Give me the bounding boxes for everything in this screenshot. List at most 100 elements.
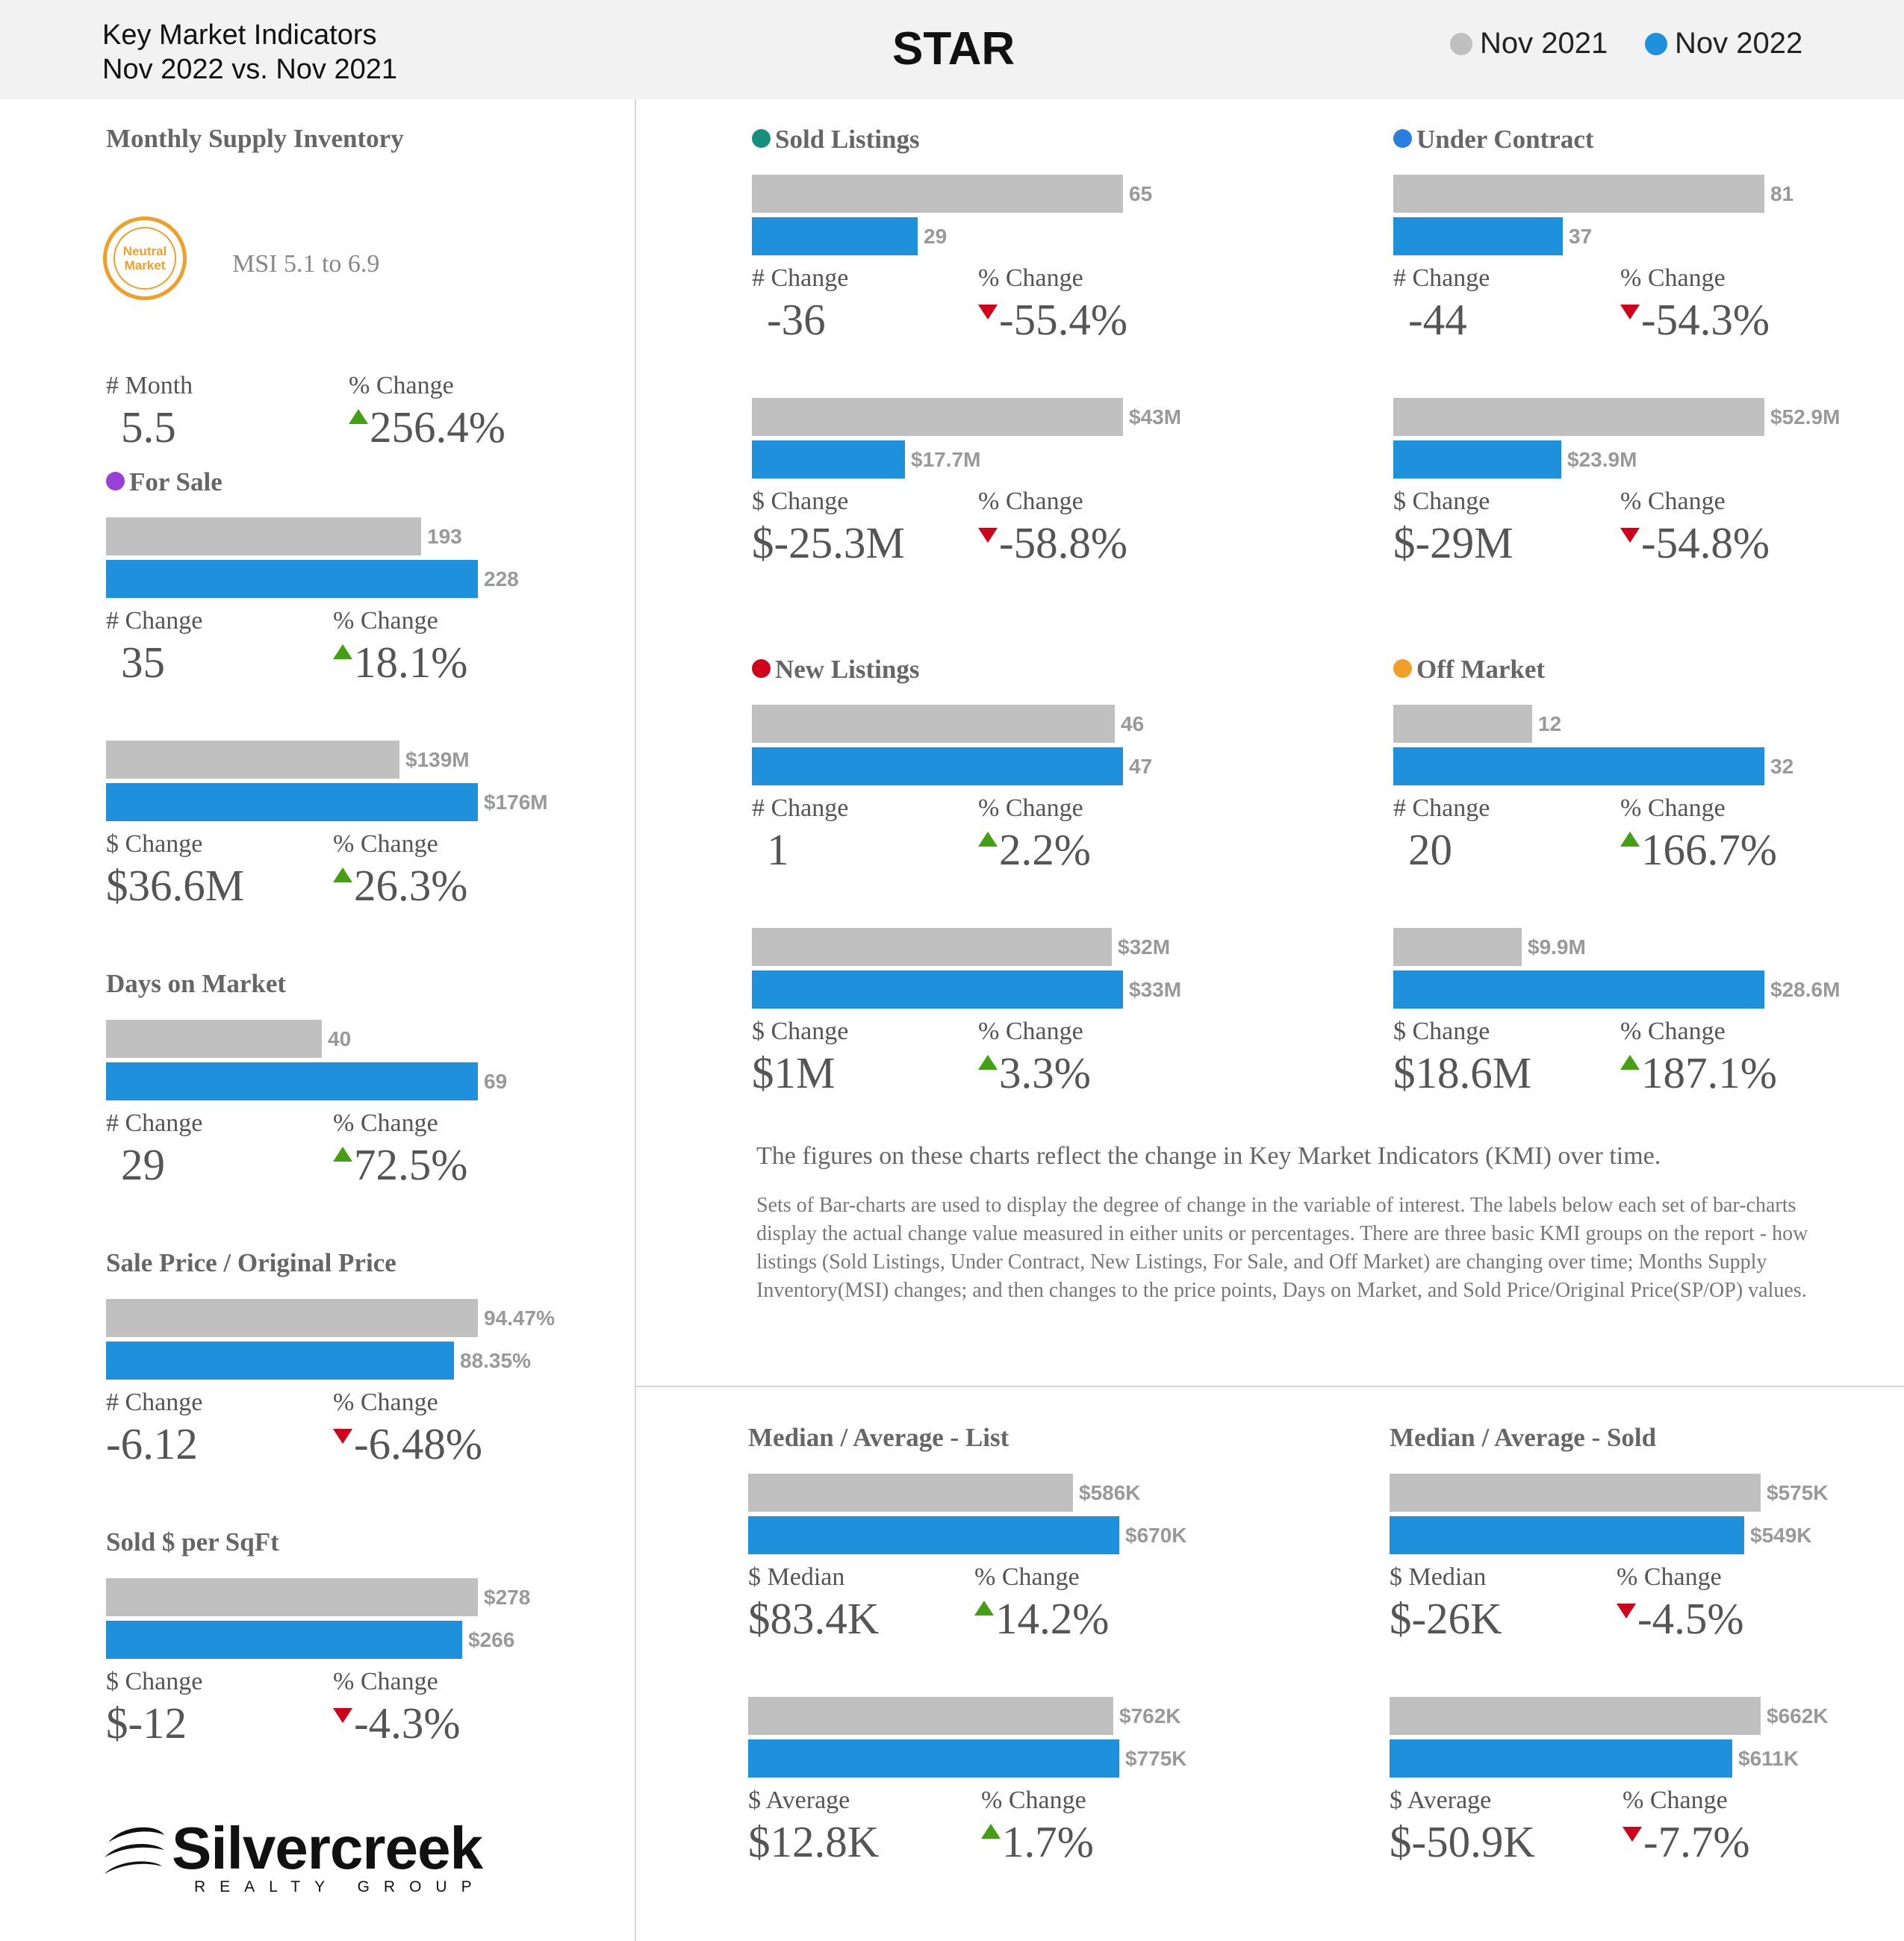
down-arrow-icon bbox=[333, 1708, 352, 1723]
off_count-title-text: Off Market bbox=[1416, 655, 1546, 684]
sold_avg-bar-2022 bbox=[1390, 1739, 1732, 1778]
off_dollar-pct-text: 187.1% bbox=[1641, 1048, 1777, 1097]
off_dollar-bar-label-2022: $28.6M bbox=[1770, 978, 1841, 1001]
list_avg-bar-label-2021: $762K bbox=[1119, 1704, 1181, 1727]
new_dollar-bar-2021 bbox=[752, 928, 1112, 966]
new_count-bar-label-2022: 47 bbox=[1129, 755, 1153, 778]
for_sale_count-change-label: # Change bbox=[106, 607, 203, 635]
spop-title-text: Sale Price / Original Price bbox=[106, 1248, 396, 1277]
off_dollar-bar-label-2021: $9.9M bbox=[1528, 935, 1586, 959]
off_count-change-value: 20 bbox=[1408, 825, 1452, 874]
up-arrow-icon bbox=[981, 1824, 1001, 1839]
off_dollar-bar-2021 bbox=[1393, 928, 1522, 966]
notes-detail: Sets of Bar-charts are used to display t… bbox=[756, 1194, 1808, 1302]
sold_median-pct-value: -4.5% bbox=[1617, 1595, 1744, 1642]
sold_count-title: Sold Listings bbox=[752, 125, 920, 155]
sold_avg-pct-label: % Change bbox=[1623, 1786, 1728, 1814]
legend-label-2022: Nov 2022 bbox=[1675, 27, 1803, 60]
new_dollar-bar-2022 bbox=[752, 970, 1123, 1009]
dom-pct-label: % Change bbox=[333, 1109, 438, 1137]
for_sale_dollar-bar-2022 bbox=[106, 783, 478, 821]
new_count-change-label: # Change bbox=[752, 794, 849, 822]
for_sale_dollar-pct-value: 26.3% bbox=[333, 862, 467, 909]
list_avg-bar-2021 bbox=[748, 1697, 1113, 1735]
up-arrow-icon bbox=[978, 832, 998, 847]
for_sale_dollar-change-label: $ Change bbox=[106, 830, 203, 858]
new_count-bar-label-2021: 46 bbox=[1121, 712, 1145, 735]
sqft-bar-label-2022: $266 bbox=[468, 1628, 515, 1651]
sold_count-bar-2021 bbox=[752, 175, 1123, 213]
new_count-pct-text: 2.2% bbox=[999, 825, 1091, 874]
sold_count-pct-text: -55.4% bbox=[999, 295, 1128, 344]
spop-bar-2021 bbox=[106, 1299, 478, 1337]
dom-bar-label-2021: 40 bbox=[328, 1027, 352, 1050]
neutral-market-badge-icon: Neutral Market bbox=[103, 216, 187, 300]
uc_dollar-bar-label-2021: $52.9M bbox=[1770, 405, 1841, 429]
sqft-bar-label-2021: $278 bbox=[484, 1586, 531, 1609]
msi-pct-value: 256.4% bbox=[349, 403, 505, 451]
sold_avg-bar-label-2022: $611K bbox=[1738, 1747, 1799, 1770]
spop-pct-label: % Change bbox=[333, 1389, 438, 1416]
uc_count-pct-value: -54.3% bbox=[1620, 296, 1770, 343]
up-arrow-icon bbox=[974, 1601, 994, 1616]
up-arrow-icon bbox=[333, 867, 352, 882]
dom-title-text: Days on Market bbox=[106, 969, 287, 998]
spop-bar-2022 bbox=[106, 1342, 454, 1380]
sold_dollar-bar-label-2021: $43M bbox=[1129, 405, 1182, 429]
spop-pct-text: -6.48% bbox=[354, 1419, 483, 1468]
for_sale_count-bar-2022 bbox=[106, 560, 478, 598]
list_median-change-label: $ Median bbox=[748, 1563, 845, 1591]
dom-bar-label-2022: 69 bbox=[484, 1070, 508, 1093]
sold_count-bar-2022 bbox=[752, 217, 918, 255]
logo-wordmark: Silvercreek bbox=[172, 1815, 483, 1881]
off_count-pct-label: % Change bbox=[1620, 794, 1726, 822]
down-arrow-icon bbox=[978, 528, 998, 543]
sold_avg-pct-value: -7.7% bbox=[1623, 1818, 1750, 1866]
uc_count-bar-label-2021: 81 bbox=[1770, 182, 1794, 205]
sold_count-title-text: Sold Listings bbox=[775, 125, 920, 154]
sold_median-bar-2021 bbox=[1390, 1474, 1761, 1512]
spop-change-value: -6.12 bbox=[106, 1419, 198, 1468]
up-arrow-icon bbox=[333, 1147, 352, 1162]
new_count-dot-icon bbox=[752, 659, 771, 678]
sold_median-change-value: $-26K bbox=[1390, 1594, 1502, 1643]
up-arrow-icon bbox=[1620, 832, 1640, 847]
for_sale_dollar-pct-label: % Change bbox=[333, 830, 438, 858]
list_avg-pct-text: 1.7% bbox=[1002, 1817, 1094, 1866]
sqft-title-text: Sold $ per SqFt bbox=[106, 1527, 279, 1557]
up-arrow-icon bbox=[1620, 1055, 1640, 1070]
uc_count-pct-text: -54.3% bbox=[1641, 295, 1770, 344]
sold_dollar-pct-value: -58.8% bbox=[978, 519, 1127, 567]
off_count-bar-label-2022: 32 bbox=[1770, 755, 1794, 778]
for_sale_count-bar-2021 bbox=[106, 517, 421, 555]
logo-subtitle: REALTY GROUP bbox=[194, 1878, 486, 1895]
dom-bar-2022 bbox=[106, 1062, 478, 1100]
sold_dollar-bar-2022 bbox=[752, 440, 905, 479]
legend-label-2021: Nov 2021 bbox=[1480, 27, 1608, 60]
uc_dollar-bar-2022 bbox=[1393, 440, 1561, 479]
uc_dollar-change-value: $-29M bbox=[1393, 518, 1513, 567]
list_avg-pct-label: % Change bbox=[981, 1786, 1086, 1814]
badge-line1: Neutral bbox=[122, 244, 167, 258]
off_dollar-pct-label: % Change bbox=[1620, 1018, 1726, 1045]
new_count-title-text: New Listings bbox=[775, 655, 920, 684]
report-title-line2: Nov 2022 vs. Nov 2021 bbox=[102, 54, 398, 85]
dom-title: Days on Market bbox=[106, 969, 286, 999]
sold_count-pct-value: -55.4% bbox=[978, 296, 1127, 343]
up-arrow-icon bbox=[333, 644, 352, 659]
off_count-bar-label-2021: 12 bbox=[1538, 712, 1562, 735]
for_sale_count-pct-text: 18.1% bbox=[354, 638, 468, 687]
new_dollar-bar-label-2021: $32M bbox=[1118, 935, 1171, 959]
sold_avg-bar-label-2021: $662K bbox=[1767, 1704, 1829, 1727]
new_dollar-change-value: $1M bbox=[752, 1048, 836, 1097]
swoosh-logo-icon bbox=[105, 1827, 164, 1874]
new_count-pct-label: % Change bbox=[978, 794, 1083, 822]
uc_count-dot-icon bbox=[1393, 129, 1412, 148]
off_count-change-label: # Change bbox=[1393, 794, 1490, 822]
off_count-dot-icon bbox=[1393, 659, 1412, 678]
new_count-pct-value: 2.2% bbox=[978, 826, 1091, 873]
new_count-title: New Listings bbox=[752, 655, 920, 685]
spop-pct-value: -6.48% bbox=[333, 1420, 482, 1468]
sold_count-pct-label: % Change bbox=[978, 264, 1083, 292]
sold_count-change-value: -36 bbox=[767, 295, 826, 344]
